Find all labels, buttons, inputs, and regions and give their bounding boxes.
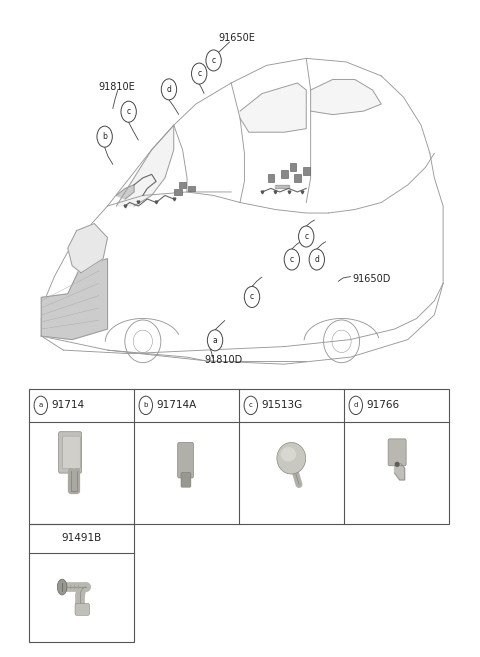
Text: c: c bbox=[212, 56, 216, 65]
FancyBboxPatch shape bbox=[59, 432, 82, 473]
Circle shape bbox=[34, 396, 48, 415]
Circle shape bbox=[244, 396, 257, 415]
Text: b: b bbox=[102, 132, 107, 141]
Text: c: c bbox=[304, 232, 308, 241]
Text: a: a bbox=[213, 336, 217, 345]
Circle shape bbox=[299, 226, 314, 247]
Ellipse shape bbox=[281, 447, 296, 462]
Text: d: d bbox=[354, 402, 358, 409]
FancyBboxPatch shape bbox=[63, 436, 80, 468]
Polygon shape bbox=[41, 259, 108, 340]
Text: c: c bbox=[197, 69, 201, 78]
Ellipse shape bbox=[277, 443, 306, 474]
FancyBboxPatch shape bbox=[388, 439, 406, 466]
Polygon shape bbox=[395, 464, 405, 480]
FancyBboxPatch shape bbox=[303, 167, 310, 175]
Circle shape bbox=[139, 396, 153, 415]
FancyBboxPatch shape bbox=[294, 174, 301, 182]
FancyBboxPatch shape bbox=[75, 604, 89, 615]
Text: 91714: 91714 bbox=[51, 400, 84, 411]
Circle shape bbox=[121, 101, 136, 122]
Polygon shape bbox=[240, 83, 306, 132]
Text: 91513G: 91513G bbox=[261, 400, 302, 411]
Ellipse shape bbox=[66, 585, 68, 589]
Polygon shape bbox=[311, 79, 381, 114]
FancyBboxPatch shape bbox=[178, 443, 193, 478]
Circle shape bbox=[161, 79, 177, 100]
Circle shape bbox=[206, 50, 221, 71]
Circle shape bbox=[309, 249, 324, 270]
Text: d: d bbox=[314, 255, 319, 264]
Text: 91810D: 91810D bbox=[204, 355, 242, 365]
Ellipse shape bbox=[74, 585, 75, 589]
Ellipse shape bbox=[78, 585, 79, 589]
Polygon shape bbox=[116, 125, 174, 206]
Text: 91714A: 91714A bbox=[156, 400, 197, 411]
FancyBboxPatch shape bbox=[188, 186, 195, 191]
Polygon shape bbox=[116, 185, 134, 199]
Circle shape bbox=[97, 126, 112, 147]
Polygon shape bbox=[276, 185, 288, 189]
Text: c: c bbox=[127, 107, 131, 116]
Text: a: a bbox=[39, 402, 43, 409]
Polygon shape bbox=[68, 223, 108, 273]
Circle shape bbox=[349, 396, 362, 415]
FancyBboxPatch shape bbox=[174, 189, 182, 194]
Bar bbox=[29, 524, 134, 642]
Text: 91650E: 91650E bbox=[218, 33, 255, 43]
Text: d: d bbox=[167, 85, 171, 94]
FancyBboxPatch shape bbox=[179, 182, 186, 187]
Text: c: c bbox=[249, 402, 253, 409]
Ellipse shape bbox=[395, 462, 399, 466]
FancyBboxPatch shape bbox=[289, 164, 296, 171]
FancyBboxPatch shape bbox=[281, 170, 288, 178]
Text: 91491B: 91491B bbox=[61, 533, 101, 543]
Ellipse shape bbox=[57, 579, 67, 595]
FancyBboxPatch shape bbox=[267, 174, 274, 182]
Text: c: c bbox=[290, 255, 294, 264]
Text: c: c bbox=[250, 292, 254, 302]
Circle shape bbox=[192, 63, 207, 84]
Ellipse shape bbox=[70, 585, 72, 589]
FancyBboxPatch shape bbox=[181, 473, 191, 487]
Bar bbox=[29, 389, 449, 524]
Text: 91766: 91766 bbox=[366, 400, 399, 411]
Circle shape bbox=[244, 286, 260, 307]
Text: b: b bbox=[144, 402, 148, 409]
Text: 91810E: 91810E bbox=[98, 81, 135, 92]
Circle shape bbox=[207, 330, 223, 351]
Text: 91650D: 91650D bbox=[353, 273, 391, 284]
Circle shape bbox=[284, 249, 300, 270]
